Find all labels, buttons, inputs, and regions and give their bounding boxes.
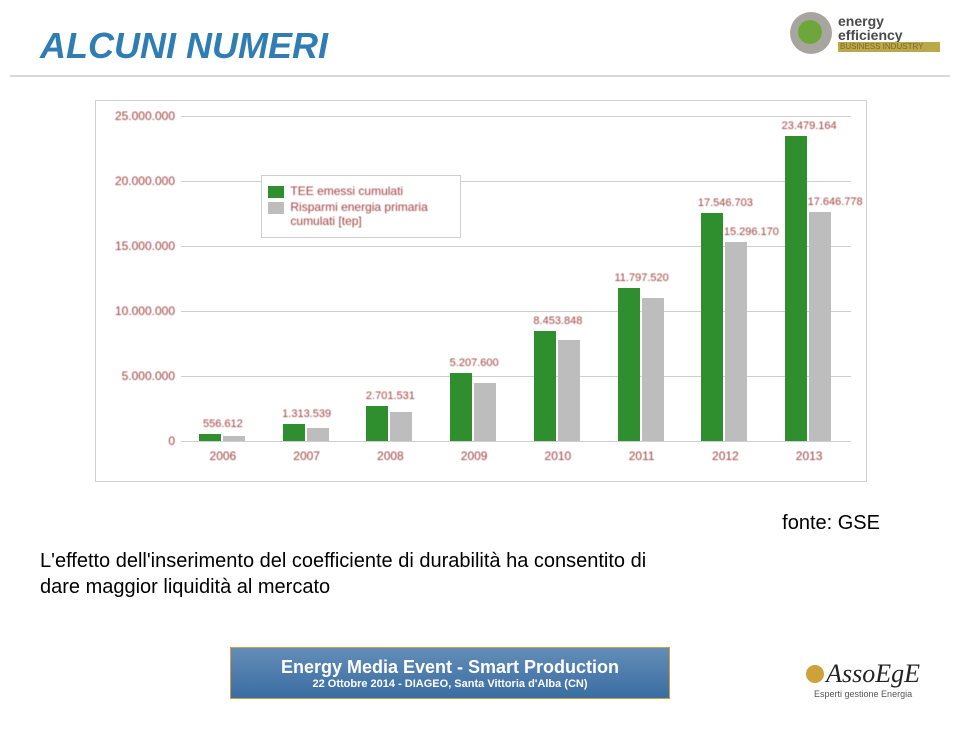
data-label: 23.479.164 [782,120,837,132]
bar-series2 [725,242,747,441]
x-axis-label: 2009 [461,449,488,463]
bar-series1 [618,288,640,441]
bar-series2 [809,212,831,441]
bar-series2 [223,436,245,441]
data-label-secondary: 15.296.170 [724,226,779,238]
brand-sub: BUSINESS INDUSTRY [838,42,940,52]
leaf-swirl-icon [790,12,832,54]
x-axis-label: 2012 [712,449,739,463]
bar-series2 [558,340,580,441]
y-axis-label: 25.000.000 [115,109,175,123]
y-axis-label: 20.000.000 [115,174,175,188]
data-label: 556.612 [203,418,243,430]
y-axis-label: 10.000.000 [115,304,175,318]
x-axis-label: 2007 [293,449,320,463]
legend-label: TEE emessi cumulati [290,184,403,198]
bar-series1 [450,373,472,441]
x-axis-label: 2010 [545,449,572,463]
x-axis-label: 2006 [210,449,237,463]
banner-subtitle: 22 Ottobre 2014 - DIAGEO, Santa Vittoria… [231,678,669,690]
data-label: 11.797.520 [615,272,669,284]
page-title: ALCUNI NUMERI [40,25,328,67]
data-label: 17.546.703 [698,197,753,209]
bar-series1 [701,213,723,441]
gridline [181,246,851,247]
data-label: 2.701.531 [366,390,415,402]
bar-series2 [642,298,664,441]
x-axis-label: 2013 [796,449,823,463]
banner-title: Energy Media Event - Smart Production [231,657,669,678]
gridline [181,376,851,377]
slide: ALCUNI NUMERI energy efficiency BUSINESS… [0,0,960,739]
bar-series1 [199,434,221,441]
x-axis-label: 2011 [629,449,655,463]
legend-label: Risparmi energia primaria cumulati [tep] [290,200,450,229]
legend-swatch [268,186,284,198]
data-label: 1.313.539 [282,408,331,420]
gridline [181,311,851,312]
association-logo: AssoEgE Esperti gestione Energia [806,659,920,699]
legend-item: TEE emessi cumulati [268,184,450,198]
data-label: 8.453.848 [533,315,582,327]
gridline [181,116,851,117]
data-label-secondary: 17.646.778 [808,196,863,208]
y-axis-label: 0 [168,434,175,448]
globe-icon [806,665,824,683]
bar-series2 [390,412,412,441]
bar-series1 [283,424,305,441]
bar-series1 [785,136,807,441]
body-paragraph: L'effetto dell'inserimento del coefficie… [40,548,660,600]
y-axis-label: 5.000.000 [122,369,175,383]
gridline [181,441,851,442]
data-label: 5.207.600 [450,357,499,369]
event-banner: Energy Media Event - Smart Production 22… [230,647,670,699]
plot-area: 05.000.00010.000.00015.000.00020.000.000… [181,116,851,441]
brand-logo-top: energy efficiency BUSINESS INDUSTRY [790,5,940,60]
x-axis-label: 2008 [377,449,404,463]
legend-swatch [268,202,284,214]
bar-series2 [307,428,329,441]
bar-chart: 0 5.000.000 10.000.000 15.000.000 20.000.000… [95,100,867,482]
title-underline [10,75,950,77]
chart-legend: TEE emessi cumulati Risparmi energia prim… [261,175,461,238]
association-tagline: Esperti gestione Energia [806,689,920,699]
source-label: fonte: GSE [782,512,880,535]
legend-item: Risparmi energia primaria cumulati [tep] [268,200,450,229]
association-name: AssoEgE [806,659,920,689]
y-axis-label: 15.000.000 [115,239,175,253]
brand-name: energy efficiency [838,14,940,42]
bar-series1 [366,406,388,441]
bar-series2 [474,383,496,442]
bar-series1 [534,331,556,441]
